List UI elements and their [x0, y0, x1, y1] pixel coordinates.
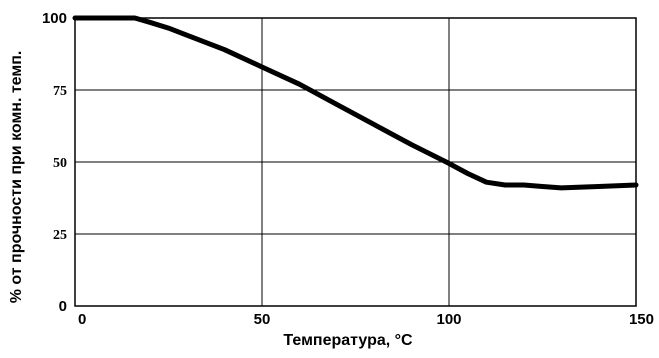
plot-border	[74, 17, 637, 307]
x-tick-label-2: 100	[436, 311, 461, 328]
y-tick-label-3: 75	[53, 84, 67, 99]
x-tick-label-0: 0	[78, 311, 86, 328]
series-line-0	[72, 15, 639, 191]
y-tick-label-0: 0	[59, 298, 67, 315]
x-tick-label-1: 50	[254, 311, 271, 328]
y-tick-labels: 0 25 50 75 100	[42, 10, 67, 315]
grid-lines	[75, 18, 636, 306]
y-tick-label-4: 100	[42, 10, 67, 27]
y-tick-label-2: 50	[53, 156, 67, 171]
x-tick-label-3: 150	[629, 311, 654, 328]
x-tick-labels: 0 50 100 150	[78, 311, 654, 328]
y-tick-label-1: 25	[53, 228, 67, 243]
plot-frame	[74, 17, 637, 307]
series-layer	[72, 15, 639, 191]
y-axis-title: % от прочности при комн. темп.	[8, 51, 25, 304]
x-axis-title: Температура, °C	[283, 332, 413, 349]
